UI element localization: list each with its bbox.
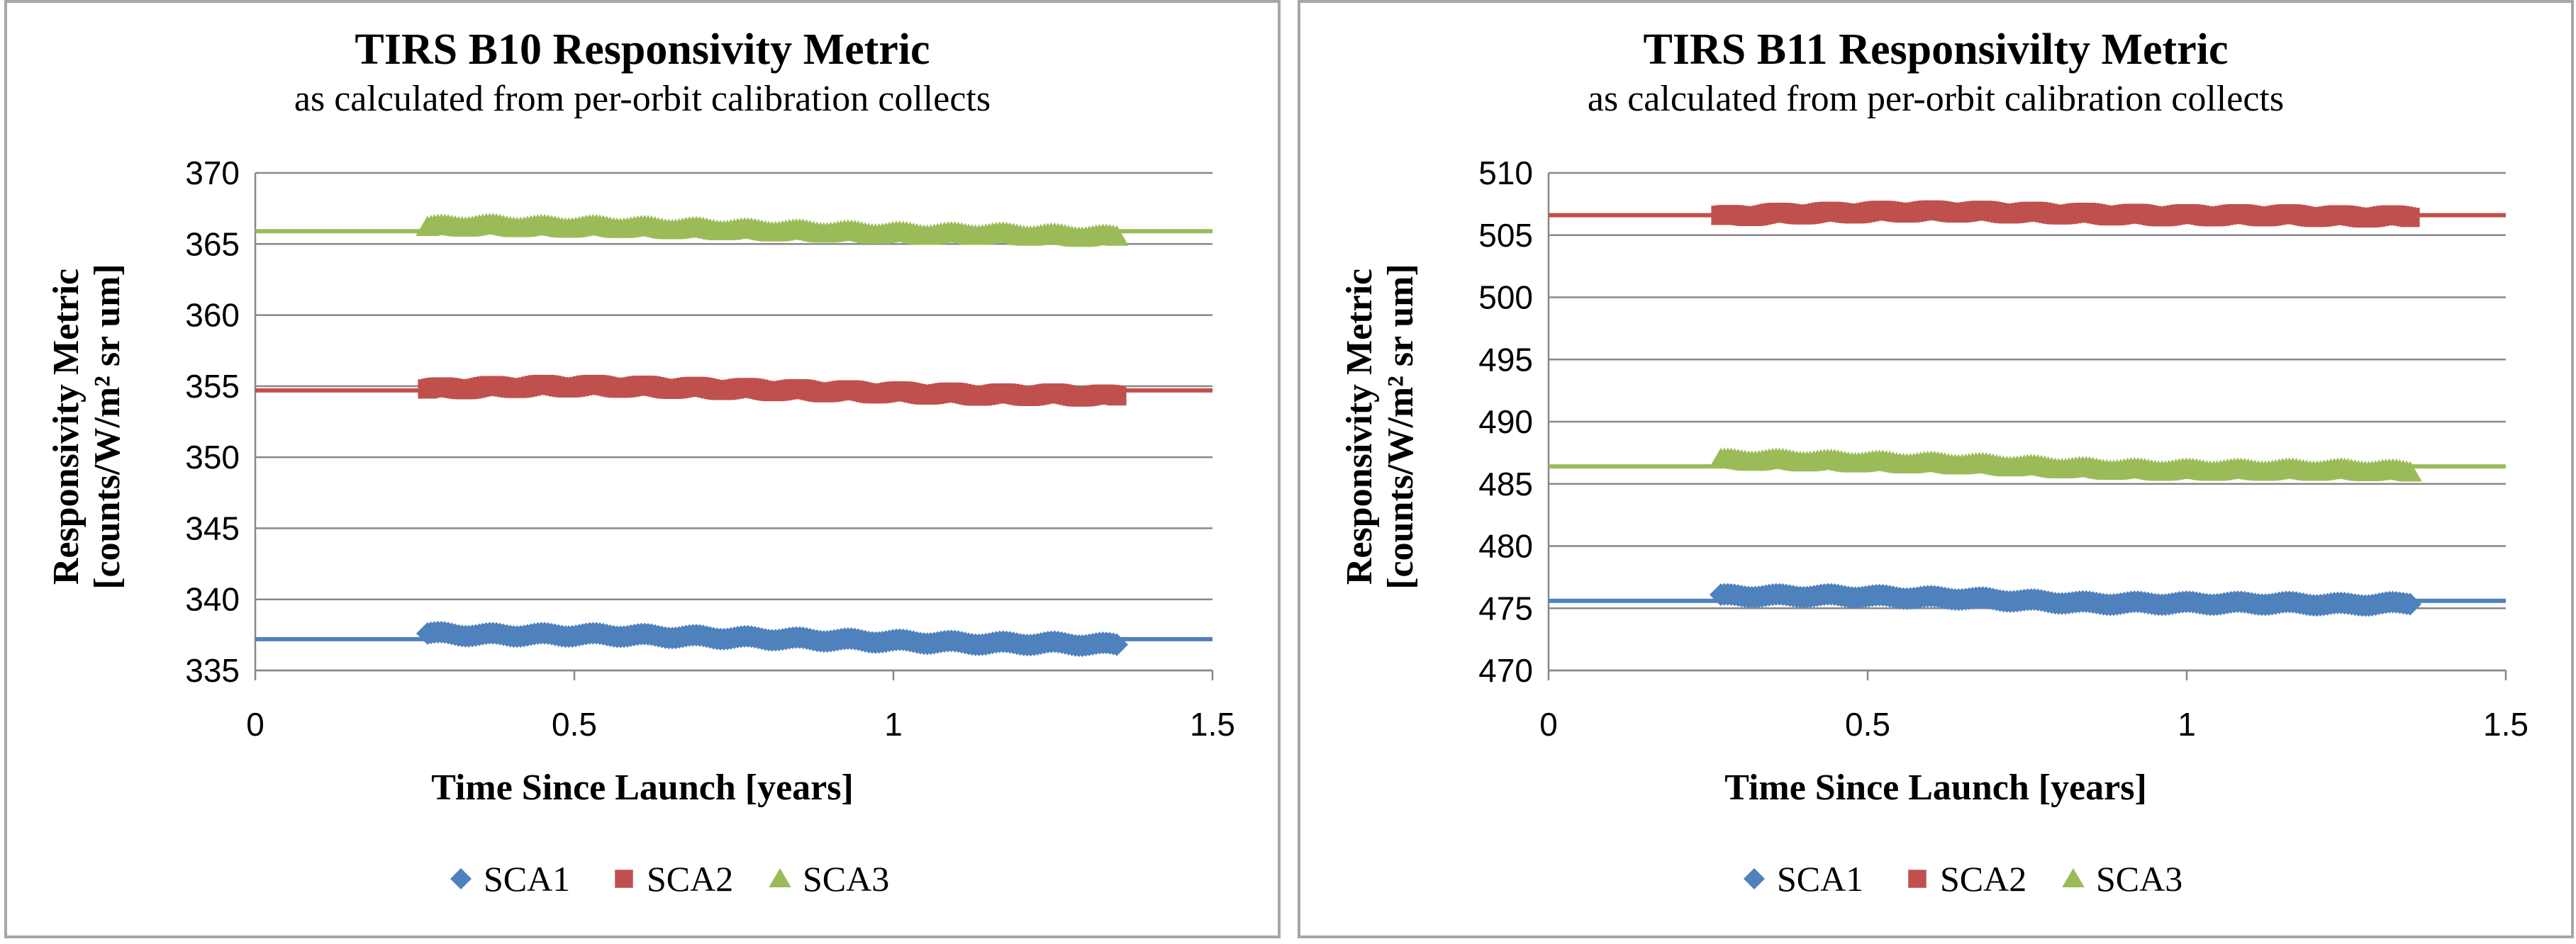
sca1-series (416, 620, 1128, 658)
y-tick-label: 490 (1478, 403, 1533, 440)
y-tick-label: 475 (1478, 590, 1533, 626)
y-tick-label: 360 (185, 297, 240, 334)
legend-marker-sca1 (1744, 868, 1765, 889)
sca2-point (1107, 386, 1127, 406)
y-axis-label-line1: Responsivity Metric (1339, 269, 1380, 585)
y-tick-label: 365 (185, 225, 240, 262)
chart-subtitle: as calculated from per-orbit calibration… (1588, 79, 2284, 119)
y-tick-label: 355 (185, 368, 240, 405)
legend-marker-sca3 (769, 868, 791, 887)
x-tick-label: 1 (2178, 706, 2196, 743)
chart-panel-b11: TIRS B11 Responsivilty Metric as calcula… (1298, 0, 2574, 938)
x-tick-label: 1 (884, 706, 903, 743)
y-axis-label-line2: [counts/W/m² sr um] (87, 264, 128, 590)
legend-marker-sca2 (1908, 870, 1927, 888)
sca3-series (416, 213, 1129, 247)
y-tick-label: 505 (1478, 217, 1533, 254)
legend-marker-sca2 (615, 870, 633, 888)
y-axis-label-line2: [counts/W/m² sr um] (1381, 264, 1421, 590)
y-tick-label: 335 (185, 652, 240, 689)
legend-label-sca2: SCA2 (1940, 859, 2026, 899)
legend-label-sca1: SCA1 (1777, 859, 1863, 899)
legend-marker-sca1 (450, 868, 472, 889)
chart-title: TIRS B10 Responsivity Metric (355, 26, 930, 74)
chart-b10: TIRS B10 Responsivity Metric as calculat… (46, 26, 1235, 899)
y-tick-label: 510 (1478, 154, 1533, 191)
sca1-series (1710, 583, 2421, 617)
x-tick-label: 0.5 (552, 706, 597, 743)
legend-label-sca1: SCA1 (484, 859, 570, 899)
y-axis-label-line1: Responsivity Metric (46, 269, 87, 585)
y-tick-label: 470 (1478, 652, 1533, 689)
sca1-point (2399, 592, 2421, 616)
x-axis-label: Time Since Launch [years] (431, 768, 854, 808)
legend-label-sca3: SCA3 (803, 859, 889, 899)
x-tick-label: 0 (246, 706, 264, 743)
y-tick-label: 345 (185, 510, 240, 546)
chart-title: TIRS B11 Responsivilty Metric (1644, 26, 2229, 74)
x-tick-label: 0.5 (1845, 706, 1890, 743)
sca2-point (2400, 208, 2420, 227)
x-axis-label: Time Since Launch [years] (1724, 768, 2147, 808)
legend-marker-sca3 (2062, 868, 2085, 887)
y-tick-label: 340 (185, 581, 240, 618)
y-tick-label: 480 (1478, 528, 1533, 565)
y-tick-label: 485 (1478, 466, 1533, 502)
chart-b11: TIRS B11 Responsivilty Metric as calcula… (1339, 26, 2528, 899)
x-tick-label: 1.5 (1190, 706, 1235, 743)
x-tick-label: 0 (1539, 706, 1558, 743)
legend-label-sca2: SCA2 (647, 859, 733, 899)
sca2-series (418, 374, 1127, 407)
y-tick-label: 370 (185, 154, 240, 191)
y-tick-label: 500 (1478, 279, 1533, 316)
plot-area: 470 475 480 485 490 495 500 505 510 0 0.5 1 1.5 (1478, 154, 2528, 743)
sca3-series (1709, 447, 2422, 482)
legend-label-sca3: SCA3 (2096, 859, 2182, 899)
y-tick-label: 350 (185, 439, 240, 476)
sca2-series (1711, 200, 2420, 228)
sca3-point (1105, 225, 1129, 246)
chart-subtitle: as calculated from per-orbit calibration… (294, 79, 991, 119)
chart-panel-b10: TIRS B10 Responsivity Metric as calculat… (4, 0, 1281, 938)
y-tick-label: 495 (1478, 341, 1533, 378)
legend: SCA1 SCA2 SCA3 (450, 859, 889, 899)
legend: SCA1 SCA2 SCA3 (1744, 859, 2182, 899)
sca3-point (2398, 461, 2422, 482)
sca1-point (1105, 633, 1128, 656)
x-tick-label: 1.5 (2483, 706, 2528, 743)
plot-area: 335 340 345 350 355 360 365 370 0 0.5 1 1.5 (185, 154, 1235, 743)
